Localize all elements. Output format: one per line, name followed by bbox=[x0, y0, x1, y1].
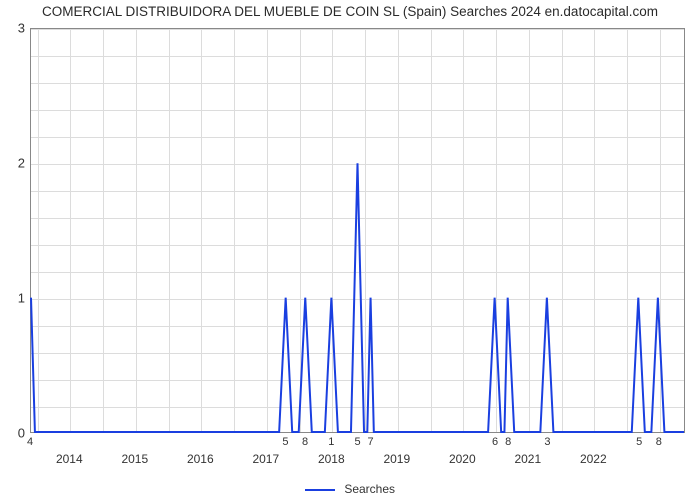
plot-area bbox=[30, 28, 685, 433]
tick-annotation: 6 bbox=[492, 436, 498, 448]
chart-title: COMERCIAL DISTRIBUIDORA DEL MUEBLE DE CO… bbox=[0, 4, 700, 19]
y-tick-label: 1 bbox=[18, 291, 25, 306]
x-tick-label: 2022 bbox=[580, 452, 607, 466]
x-tick-label: 2016 bbox=[187, 452, 214, 466]
x-tick-label: 2018 bbox=[318, 452, 345, 466]
legend: Searches bbox=[0, 482, 700, 496]
y-tick-label: 2 bbox=[18, 156, 25, 171]
tick-annotation: 7 bbox=[368, 436, 374, 448]
y-tick-label: 3 bbox=[18, 21, 25, 36]
x-tick-label: 2017 bbox=[252, 452, 279, 466]
x-tick-label: 2014 bbox=[56, 452, 83, 466]
legend-label: Searches bbox=[344, 482, 395, 496]
tick-annotation: 8 bbox=[302, 436, 308, 448]
tick-annotation: 8 bbox=[656, 436, 662, 448]
x-tick-label: 2020 bbox=[449, 452, 476, 466]
tick-annotation: 5 bbox=[354, 436, 360, 448]
tick-annotation: 5 bbox=[636, 436, 642, 448]
y-tick-label: 0 bbox=[18, 426, 25, 441]
tick-annotation: 3 bbox=[544, 436, 550, 448]
tick-annotation: 1 bbox=[328, 436, 334, 448]
x-tick-label: 2019 bbox=[383, 452, 410, 466]
x-tick-label: 2015 bbox=[121, 452, 148, 466]
line-series bbox=[31, 29, 684, 432]
tick-annotation: 5 bbox=[282, 436, 288, 448]
tick-annotation: 4 bbox=[27, 436, 33, 448]
tick-annotation: 8 bbox=[505, 436, 511, 448]
legend-line-icon bbox=[305, 489, 335, 491]
x-tick-label: 2021 bbox=[514, 452, 541, 466]
